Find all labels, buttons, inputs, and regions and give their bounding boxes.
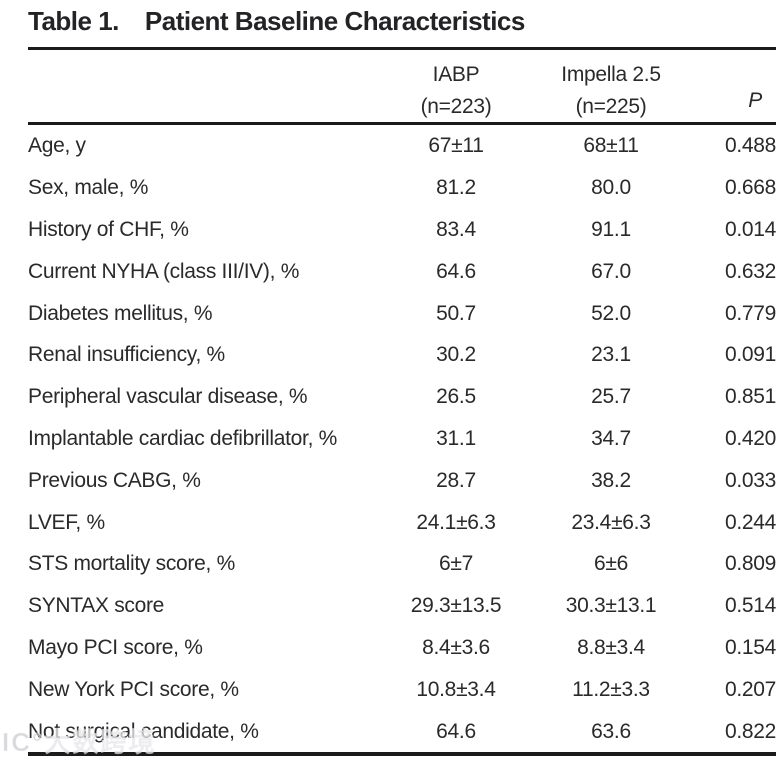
p-value-header-label: P xyxy=(748,89,762,112)
table-row: Renal insufficiency, % 30.2 23.1 0.091 xyxy=(28,334,776,376)
iabp-value: 24.1±6.3 xyxy=(416,510,496,534)
row-label: New York PCI score, % xyxy=(28,677,239,701)
impella-value: 25.7 xyxy=(591,385,631,409)
table-row: Not surgical candidate, % 64.6 63.6 0.822 xyxy=(28,711,776,753)
table-row: Peripheral vascular disease, % 26.5 25.7 0.… xyxy=(28,376,776,418)
top-rule xyxy=(28,47,776,50)
impella-value: 68±11 xyxy=(583,134,639,158)
p-value: 0.033 xyxy=(724,468,776,492)
table-row: Age, y 67±11 68±11 0.488 xyxy=(28,126,776,168)
iabp-value: 64.6 xyxy=(436,259,476,283)
header-iabp-name: IABP xyxy=(432,63,480,86)
impella-value: 11.2±3.3 xyxy=(572,677,650,701)
p-value: 0.809 xyxy=(724,552,776,576)
impella-value: 30.3±13.1 xyxy=(565,594,657,618)
header-impella-name: Impella 2.5 xyxy=(561,63,661,86)
table-header: IABP (n=223) Impella 2.5 (n=225) P xyxy=(28,52,776,120)
row-label: SYNTAX score xyxy=(28,594,165,618)
impella-value: 80.0 xyxy=(591,176,631,200)
table-row: LVEF, % 24.1±6.3 23.4±6.3 0.244 xyxy=(28,502,776,544)
header-col-impella: Impella 2.5 (n=225) xyxy=(526,52,696,120)
iabp-value: 28.7 xyxy=(436,468,476,492)
table-row: History of CHF, % 83.4 91.1 0.014 xyxy=(28,209,776,251)
table-row: Previous CABG, % 28.7 38.2 0.033 xyxy=(28,460,776,502)
table-row: Sex, male, % 81.2 80.0 0.668 xyxy=(28,167,776,209)
impella-value: 52.0 xyxy=(591,301,631,325)
p-value: 0.207 xyxy=(724,677,776,701)
iabp-value: 8.4±3.6 xyxy=(422,635,490,659)
row-label: Sex, male, % xyxy=(28,176,149,200)
impella-value: 34.7 xyxy=(591,426,631,450)
row-label: Peripheral vascular disease, % xyxy=(28,385,308,409)
iabp-value: 31.1 xyxy=(436,426,476,450)
p-value: 0.632 xyxy=(724,259,776,283)
header-col-p: P xyxy=(696,52,776,120)
row-label: Renal insufficiency, % xyxy=(28,343,225,367)
row-label: Age, y xyxy=(28,134,86,158)
p-value: 0.488 xyxy=(724,134,776,158)
impella-value: 23.1 xyxy=(591,343,631,367)
p-value: 0.779 xyxy=(724,301,776,325)
p-value: 0.014 xyxy=(724,217,776,241)
iabp-value: 50.7 xyxy=(436,301,476,325)
p-value: 0.514 xyxy=(724,594,776,618)
iabp-value: 26.5 xyxy=(436,385,476,409)
row-label: Implantable cardiac defibrillator, % xyxy=(28,426,338,450)
table-caption: Patient Baseline Characteristics xyxy=(144,6,525,36)
row-label: Mayo PCI score, % xyxy=(28,635,203,659)
row-label: LVEF, % xyxy=(28,510,105,534)
table-row: Diabetes mellitus, % 50.7 52.0 0.779 xyxy=(28,293,776,335)
iabp-value: 81.2 xyxy=(436,176,476,200)
header-rule xyxy=(28,122,776,125)
header-col-iabp: IABP (n=223) xyxy=(386,52,526,120)
impella-value: 38.2 xyxy=(591,468,631,492)
row-label: Current NYHA (class III/IV), % xyxy=(28,259,300,283)
p-value: 0.091 xyxy=(724,343,776,367)
p-value: 0.822 xyxy=(724,719,776,743)
table-row: SYNTAX score 29.3±13.5 30.3±13.1 0.514 xyxy=(28,585,776,627)
table-row: Current NYHA (class III/IV), % 64.6 67.0 0.… xyxy=(28,251,776,293)
iabp-value: 64.6 xyxy=(436,719,476,743)
p-value: 0.154 xyxy=(724,635,776,659)
table-row: Mayo PCI score, % 8.4±3.6 8.8±3.4 0.154 xyxy=(28,627,776,669)
p-value: 0.668 xyxy=(724,176,776,200)
table-row: Implantable cardiac defibrillator, % 31.1… xyxy=(28,418,776,460)
impella-value: 23.4±6.3 xyxy=(571,510,651,534)
row-label: STS mortality score, % xyxy=(28,552,235,576)
row-label: Previous CABG, % xyxy=(28,468,201,492)
table-row: New York PCI score, % 10.8±3.4 11.2±3.3 0.2… xyxy=(28,669,776,711)
iabp-value: 30.2 xyxy=(436,343,476,367)
table-body: Age, y 67±11 68±11 0.488 Sex, male, % 81.2 80.… xyxy=(28,126,776,753)
iabp-value: 83.4 xyxy=(436,217,476,241)
impella-value: 67.0 xyxy=(591,259,631,283)
impella-value: 91.1 xyxy=(591,217,631,241)
table-title: Table 1. Patient Baseline Characteristics xyxy=(28,6,525,37)
impella-value: 63.6 xyxy=(591,719,631,743)
header-impella-n: (n=225) xyxy=(575,95,647,118)
table-row: STS mortality score, % 6±7 6±6 0.809 xyxy=(28,543,776,585)
p-value: 0.244 xyxy=(724,510,776,534)
iabp-value: 29.3±13.5 xyxy=(410,594,502,618)
iabp-value: 6±7 xyxy=(439,552,473,576)
header-spacer xyxy=(28,52,386,120)
impella-value: 8.8±3.4 xyxy=(577,635,645,659)
p-value: 0.420 xyxy=(724,426,776,450)
table-number: Table 1. xyxy=(28,6,119,36)
impella-value: 6±6 xyxy=(594,552,628,576)
bottom-rule xyxy=(28,752,776,756)
iabp-value: 67±11 xyxy=(428,134,484,158)
row-label: Diabetes mellitus, % xyxy=(28,301,213,325)
header-iabp-n: (n=223) xyxy=(420,95,492,118)
row-label: History of CHF, % xyxy=(28,217,189,241)
p-value: 0.851 xyxy=(724,385,776,409)
iabp-value: 10.8±3.4 xyxy=(416,677,496,701)
row-label: Not surgical candidate, % xyxy=(28,719,259,743)
